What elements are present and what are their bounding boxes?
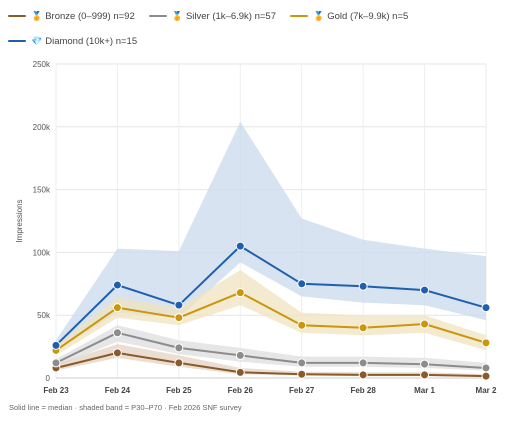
data-point (420, 359, 430, 369)
x-tick-label: Feb 26 (228, 386, 254, 395)
chart-caption: Solid line = median · shaded band = P30–… (9, 403, 242, 412)
data-point (297, 279, 307, 289)
y-tick-label: 150k (33, 186, 51, 195)
data-point (174, 300, 184, 310)
series-line-0 (55, 351, 487, 378)
data-point (420, 285, 430, 295)
x-tick-label: Feb 28 (350, 386, 376, 395)
data-point (235, 350, 245, 360)
x-tick-label: Mar 2 (476, 386, 497, 395)
data-point (420, 319, 430, 329)
x-tick-label: Feb 25 (166, 386, 192, 395)
legend-row: 💎 Diamond (10k+) n=15 (8, 33, 504, 49)
y-axis-ticks: 0 50k 100k 150k 200k 250k (33, 60, 51, 383)
data-point (174, 343, 184, 353)
legend-label: Silver (1k–6.9k) n=57 (185, 10, 277, 22)
legend-row: 🏅 Bronze (0–999) n=92 🏅 Silver (1k–6.9k) n=… (8, 8, 504, 24)
data-point (235, 288, 245, 298)
y-tick-label: 100k (33, 248, 51, 257)
bands (56, 121, 486, 377)
legend-swatch (148, 15, 167, 17)
medal-icon: 🏅 (31, 10, 43, 21)
data-point (112, 348, 122, 358)
data-point (297, 320, 307, 330)
data-point (358, 281, 368, 291)
medal-icon: 💎 (31, 35, 43, 46)
legend-label: Gold (7k–9.9k) n=5 (327, 10, 409, 22)
data-point (297, 369, 307, 379)
legend-label: Bronze (0–999) n=92 (45, 10, 135, 22)
y-tick-label: 0 (46, 374, 51, 383)
data-point (420, 370, 430, 380)
data-point (481, 363, 491, 373)
data-point (481, 338, 491, 348)
y-tick-label: 200k (33, 123, 51, 132)
data-point (112, 280, 122, 290)
legend: 🏅 Bronze (0–999) n=92 🏅 Silver (1k–6.9k) n=… (8, 8, 504, 58)
y-tick-label: 50k (37, 311, 51, 320)
data-point (358, 358, 368, 368)
legend-item[interactable]: 🏅 Bronze (0–999) n=92 (8, 11, 135, 22)
legend-swatch (8, 15, 26, 17)
data-point (112, 303, 122, 313)
data-point (174, 358, 184, 368)
data-point (481, 371, 491, 381)
band-2 (56, 270, 486, 356)
x-axis-ticks: Feb 23 Feb 24 Feb 25 Feb 26 Feb 27 Feb 28 Mar … (43, 386, 497, 395)
data-point (235, 241, 245, 251)
data-point (358, 323, 368, 333)
legend-label: Diamond (10k+) n=15 (45, 35, 138, 47)
data-point (51, 358, 61, 368)
x-tick-label: Feb 27 (289, 386, 315, 395)
medal-icon: 🏅 (313, 10, 325, 21)
data-point (297, 358, 307, 368)
legend-item[interactable]: 🏅 Gold (7k–9.9k) n=5 (290, 11, 408, 22)
x-tick-label: Feb 23 (43, 386, 69, 395)
legend-item[interactable]: 🏅 Silver (1k–6.9k) n=57 (148, 10, 277, 22)
band-1 (56, 325, 486, 371)
data-point (51, 340, 61, 350)
data-point (235, 367, 245, 377)
data-point (174, 313, 184, 323)
band-3 (56, 121, 486, 351)
series-line-1 (55, 331, 487, 369)
lines (55, 245, 487, 378)
points (51, 241, 491, 381)
legend-item[interactable]: 💎 Diamond (10k+) n=15 (8, 36, 137, 47)
legend-swatch (8, 40, 26, 42)
data-point (481, 303, 491, 313)
data-point (112, 328, 122, 338)
series-line-3 (55, 245, 487, 347)
y-axis-label: Impressions (15, 199, 24, 242)
y-tick-label: 250k (33, 60, 51, 69)
series-line-2 (55, 291, 487, 352)
x-tick-label: Mar 1 (414, 386, 435, 395)
band-0 (56, 344, 486, 377)
medal-icon: 🏅 (171, 10, 183, 21)
x-tick-label: Feb 24 (105, 386, 131, 395)
legend-swatch (290, 15, 309, 17)
data-point (358, 370, 368, 380)
